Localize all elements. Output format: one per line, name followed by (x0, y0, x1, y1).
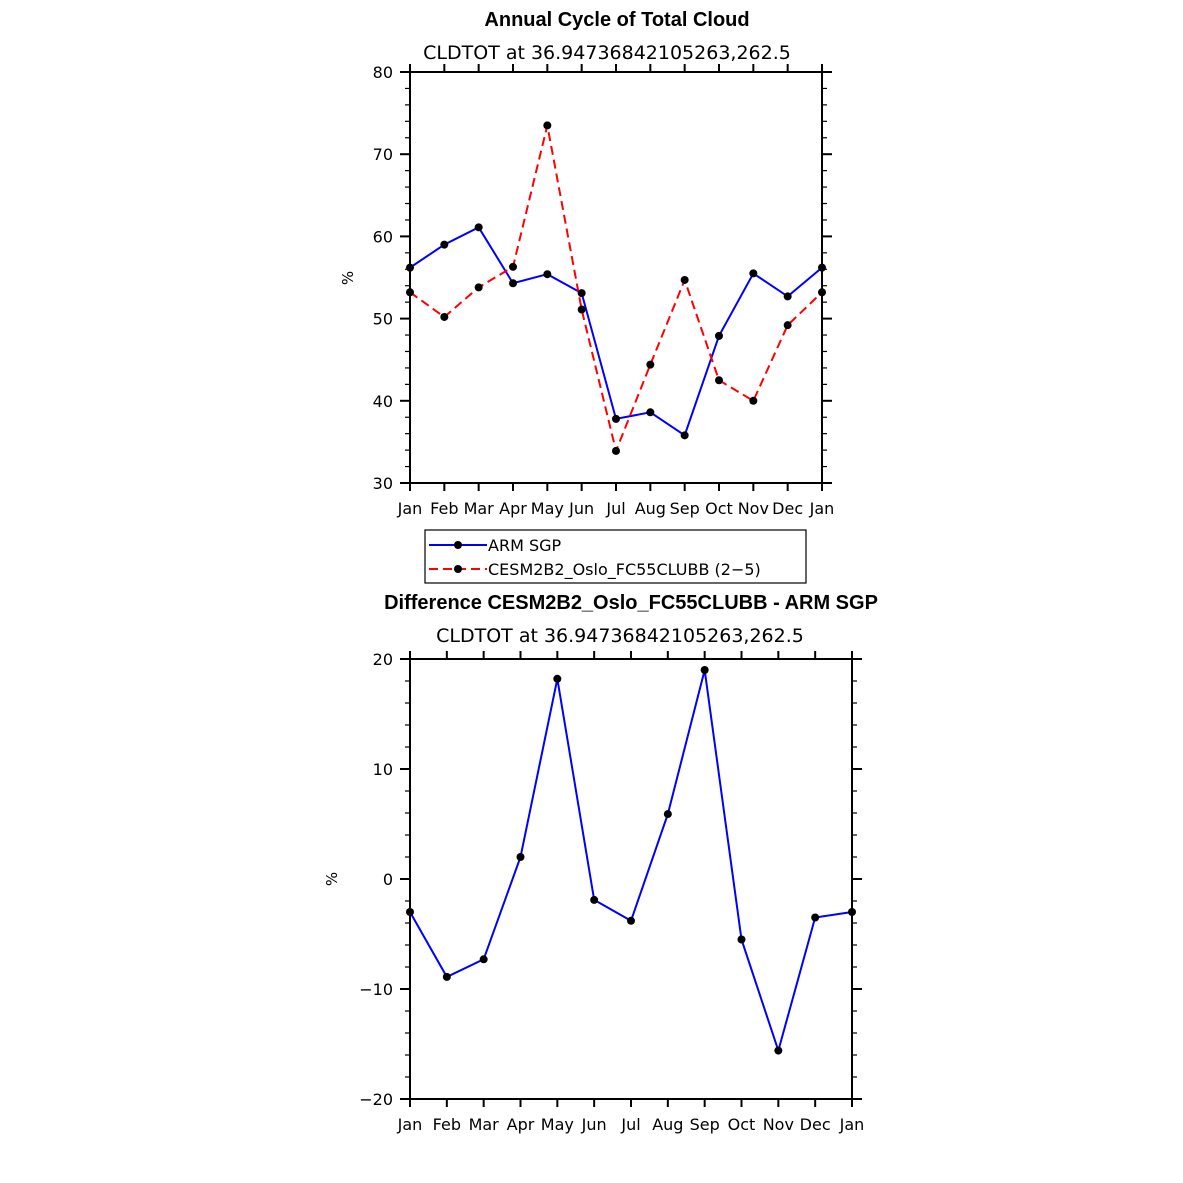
data-point (737, 935, 746, 944)
data-point (553, 674, 562, 683)
x-tick-label: Jun (568, 499, 594, 518)
data-point (848, 908, 856, 916)
x-tick-label: Feb (433, 1115, 461, 1134)
x-tick-label: Jul (605, 499, 625, 518)
data-point (700, 666, 709, 674)
y-axis-label: % (323, 872, 341, 886)
data-point (509, 279, 517, 288)
data-point (715, 331, 723, 340)
data-point (646, 408, 655, 417)
x-tick-label: Jul (620, 1115, 640, 1134)
x-tick-label: Jan (397, 499, 423, 518)
data-point (440, 312, 449, 321)
data-point (818, 288, 826, 297)
x-tick-label: May (531, 499, 564, 518)
legend-label-cesm: CESM2B2_Oslo_FC55CLUBB (2−5) (488, 560, 761, 580)
data-point (509, 262, 517, 271)
x-tick-label: Oct (728, 1115, 756, 1134)
data-point (440, 240, 449, 249)
y-axis-label: % (339, 271, 357, 285)
data-point (442, 972, 451, 981)
data-point (474, 283, 483, 292)
x-tick-label: Mar (464, 499, 495, 518)
data-point (783, 292, 792, 301)
data-point (479, 955, 488, 964)
y-tick-label: −10 (359, 980, 393, 999)
y-tick-label: 40 (373, 392, 393, 411)
x-tick-label: Jun (581, 1115, 607, 1134)
y-tick-label: 10 (373, 760, 393, 779)
x-tick-label: Dec (772, 499, 803, 518)
x-tick-label: Sep (670, 499, 700, 518)
data-point (612, 414, 620, 423)
chart-subtitle: CLDTOT at 36.94736842105263,262.5 (423, 42, 791, 64)
data-point (715, 376, 723, 385)
data-point (577, 305, 586, 314)
data-point (543, 121, 552, 130)
data-point (474, 223, 483, 232)
data-point (406, 288, 414, 297)
series-line (409, 669, 853, 1055)
x-tick-label: Feb (430, 499, 458, 518)
x-tick-label: Jan (809, 499, 835, 518)
legend-label-arm: ARM SGP (488, 536, 562, 555)
data-point (663, 810, 672, 819)
data-point (680, 275, 689, 284)
data-point (590, 895, 599, 904)
data-point (612, 446, 620, 455)
series-line (409, 226, 823, 437)
data-point (811, 913, 820, 922)
x-tick-label: May (541, 1115, 574, 1134)
data-point (627, 916, 635, 925)
data-point (543, 270, 552, 279)
data-point (406, 908, 414, 916)
difference-chart: Difference CESM2B2_Oslo_FC55CLUBB - ARM … (323, 592, 878, 1134)
data-point (406, 263, 414, 272)
legend-marker-arm (454, 541, 462, 549)
data-point (774, 1046, 783, 1055)
legend: ARM SGP CESM2B2_Oslo_FC55CLUBB (2−5) (424, 529, 807, 584)
data-point (577, 289, 586, 298)
x-tick-label: Sep (690, 1115, 720, 1134)
annual-cycle-chart: Annual Cycle of Total Cloud CLDTOT at 36… (339, 9, 834, 518)
y-tick-label: 50 (373, 310, 393, 329)
x-tick-label: Mar (469, 1115, 500, 1134)
x-tick-label: Apr (499, 499, 527, 518)
x-tick-label: Nov (738, 499, 769, 518)
x-tick-label: Aug (652, 1115, 683, 1134)
y-tick-label: 30 (373, 474, 393, 493)
plot-frame (409, 658, 853, 1100)
x-tick-label: Dec (800, 1115, 831, 1134)
x-tick-label: Apr (507, 1115, 535, 1134)
series-line (409, 125, 823, 455)
data-point (749, 269, 758, 278)
y-tick-label: 70 (373, 145, 393, 164)
x-tick-label: Nov (763, 1115, 794, 1134)
chart-title: Difference CESM2B2_Oslo_FC55CLUBB - ARM … (384, 592, 878, 614)
data-point (818, 263, 826, 272)
data-point (516, 853, 525, 861)
y-tick-label: 20 (373, 650, 393, 669)
legend-box (424, 529, 807, 584)
data-point (783, 321, 792, 330)
y-tick-label: 80 (373, 63, 393, 82)
chart-subtitle: CLDTOT at 36.94736842105263,262.5 (436, 625, 804, 647)
x-tick-label: Jan (397, 1115, 423, 1134)
x-tick-label: Oct (705, 499, 733, 518)
data-point (749, 396, 758, 405)
legend-marker-cesm (454, 565, 462, 573)
chart-title: Annual Cycle of Total Cloud (484, 9, 749, 31)
data-point (680, 431, 689, 440)
y-tick-label: 60 (373, 227, 393, 246)
y-tick-label: −20 (359, 1090, 393, 1109)
x-tick-label: Jan (839, 1115, 865, 1134)
y-tick-label: 0 (383, 870, 393, 889)
x-tick-label: Aug (635, 499, 666, 518)
data-point (646, 360, 655, 369)
